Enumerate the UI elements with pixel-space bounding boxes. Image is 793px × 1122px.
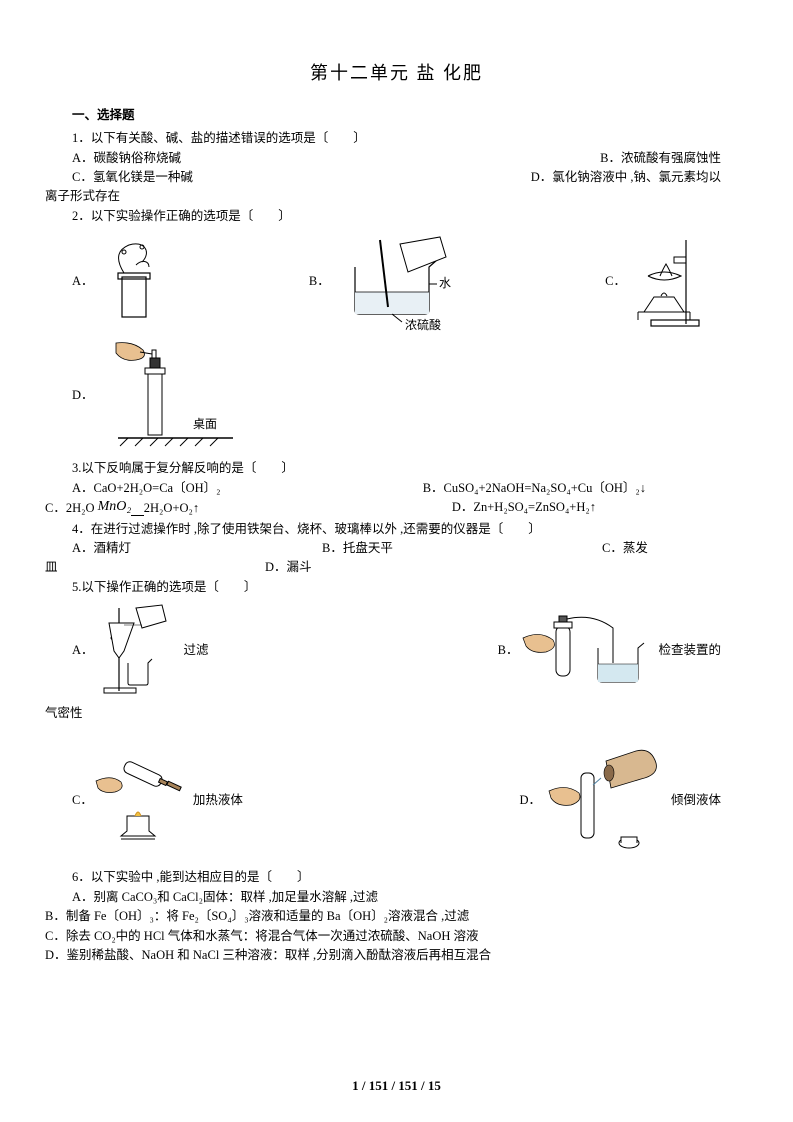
q6-optC: C．除去 CO₂中的 HCl 气体和水蒸气：将混合气体一次通过浓硫酸、NaOH … — [45, 927, 721, 946]
q2-stem: 2．以下实验操作正确的选项是〔 〕 — [72, 207, 721, 226]
q6-stem: 6．以下实验中 ,能到达相应目的是〔 〕 — [72, 868, 721, 887]
q6-optD: D．鉴别稀盐酸、NaOH 和 NaCl 三种溶液：取样 ,分别滴入酚酞溶液后再相… — [45, 946, 721, 965]
q2-figB-icon: 水 浓硫酸 — [330, 232, 470, 332]
q3-optD: D．Zn+H₂SO₄=ZnSO₄+H₂↑ — [452, 498, 596, 520]
q2-figD-icon: 桌面 — [98, 338, 243, 453]
q4-optB: B．托盘天平 — [322, 539, 602, 558]
q6-optA: A．别离 CaCO₃和 CaCl₂固体：取样 ,加足量水溶解 ,过滤 — [72, 888, 721, 907]
q1-optC: C．氢氧化镁是一种碱 — [72, 168, 193, 187]
q2-labC: C． — [605, 272, 626, 291]
q2-row-ABC: A． B． 水 浓硫酸 — [72, 232, 721, 332]
q5-labD: D． — [519, 791, 541, 810]
q3-optA: A．CaO+2H₂O=Ca〔OH〕₂ — [72, 479, 221, 498]
q5-figC-icon — [93, 756, 193, 846]
q3-row2: C．2H₂O MnO₂ 2H₂O+O₂↑ D．Zn+H₂SO₄=ZnSO₄+H₂… — [45, 498, 721, 520]
q4-optD: D．漏斗 — [265, 558, 312, 577]
q2-figB-acid: 浓硫酸 — [405, 317, 441, 332]
q4-row2: 皿 D．漏斗 — [45, 558, 721, 577]
q2-figC-icon — [626, 232, 721, 332]
q2-row-D: D． 桌面 — [72, 338, 721, 453]
q5-textD: 倾倒液体 — [671, 791, 721, 810]
q4-optC: C．蒸发 — [602, 539, 648, 558]
q5-figB-icon — [518, 608, 658, 693]
q5-labC: C． — [72, 791, 93, 810]
q3-stem: 3.以下反响属于复分解反响的是〔 〕 — [72, 459, 721, 478]
q3-row1: A．CaO+2H₂O=Ca〔OH〕₂ B．CuSO₄+2NaOH=Na₂SO₄+… — [72, 479, 721, 498]
q5-row1: A． 过滤 B． — [72, 603, 721, 698]
q2-figD-desk: 桌面 — [193, 417, 217, 431]
q4-optA: A．酒精灯 — [72, 539, 322, 558]
q6-optB: B．制备 Fe〔OH〕₃：将 Fe₂〔SO₄〕₃溶液和适量的 Ba〔OH〕₂溶液… — [45, 907, 721, 926]
q2-labB: B． — [309, 272, 330, 291]
q1-optD: D．氯化钠溶液中 ,钠、氯元素均以 — [531, 168, 721, 187]
q4-cont: 皿 — [45, 558, 265, 577]
q5-textA: 过滤 — [184, 641, 209, 660]
q1-row1: A．碳酸钠俗称烧碱 B．浓硫酸有强腐蚀性 — [72, 149, 721, 168]
q5-figA-icon — [94, 603, 184, 698]
q5-row2: C． 加热液体 D． — [72, 743, 721, 858]
q2-figA-icon — [94, 237, 174, 327]
q3-optB: B．CuSO₄+2NaOH=Na₂SO₄+Cu〔OH〕₂↓ — [423, 479, 646, 498]
page-title: 第十二单元 盐 化肥 — [72, 60, 721, 88]
q5-stem: 5.以下操作正确的选项是〔 〕 — [72, 578, 721, 597]
q2-labA: A． — [72, 272, 94, 291]
q1-stem: 1．以下有关酸、碱、盐的描述错误的选项是〔 〕 — [72, 129, 721, 148]
q5-textB: 检查装置的 — [658, 641, 721, 660]
q2-labD: D． — [72, 386, 94, 405]
q4-row1: A．酒精灯 B．托盘天平 C．蒸发 — [72, 539, 721, 558]
q1-row2: C．氢氧化镁是一种碱 D．氯化钠溶液中 ,钠、氯元素均以 — [72, 168, 721, 187]
q2-figB-water: 水 — [439, 276, 451, 290]
q5-textC: 加热液体 — [193, 791, 243, 810]
q5-labA: A． — [72, 641, 94, 660]
q1-optB: B．浓硫酸有强腐蚀性 — [600, 149, 721, 168]
q4-stem: 4．在进行过滤操作时 ,除了使用铁架台、烧杯、玻璃棒以外 ,还需要的仪器是〔 〕 — [72, 520, 721, 539]
q5-cont: 气密性 — [45, 704, 721, 723]
section-heading: 一、选择题 — [72, 106, 721, 125]
q5-labB: B． — [498, 641, 519, 660]
q3-optC: C．2H₂O MnO₂ 2H₂O+O₂↑ — [45, 498, 199, 520]
q1-optA: A．碳酸钠俗称烧碱 — [72, 149, 181, 168]
q1-cont: 离子形式存在 — [45, 187, 721, 206]
page-footer: 1 / 151 / 151 / 15 — [0, 1076, 793, 1096]
q5-figD-icon — [541, 743, 671, 858]
